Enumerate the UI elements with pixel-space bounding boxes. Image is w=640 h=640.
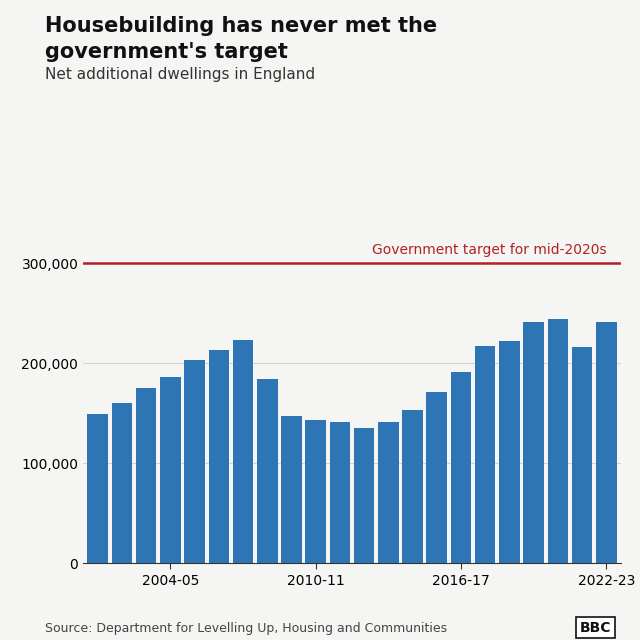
Bar [330, 422, 350, 563]
Bar [257, 380, 278, 563]
Bar [88, 414, 108, 563]
Bar [572, 347, 593, 563]
Text: Housebuilding has never met the: Housebuilding has never met the [45, 16, 437, 36]
Bar [281, 415, 301, 563]
Bar [354, 428, 374, 563]
Bar [233, 340, 253, 563]
Text: Government target for mid-2020s: Government target for mid-2020s [372, 243, 606, 257]
Bar [136, 388, 156, 563]
Bar [160, 378, 180, 563]
Bar [596, 323, 616, 563]
Bar [451, 372, 471, 563]
Bar [499, 341, 520, 563]
Bar [524, 322, 544, 563]
Text: government's target: government's target [45, 42, 287, 61]
Bar [378, 422, 399, 563]
Text: Source: Department for Levelling Up, Housing and Communities: Source: Department for Levelling Up, Hou… [45, 622, 447, 635]
Bar [475, 346, 495, 563]
Bar [548, 319, 568, 563]
Text: BBC: BBC [580, 621, 611, 635]
Text: Net additional dwellings in England: Net additional dwellings in England [45, 67, 315, 82]
Bar [209, 349, 229, 563]
Bar [305, 420, 326, 563]
Bar [426, 392, 447, 563]
Bar [184, 360, 205, 563]
Bar [403, 410, 423, 563]
Bar [111, 403, 132, 563]
